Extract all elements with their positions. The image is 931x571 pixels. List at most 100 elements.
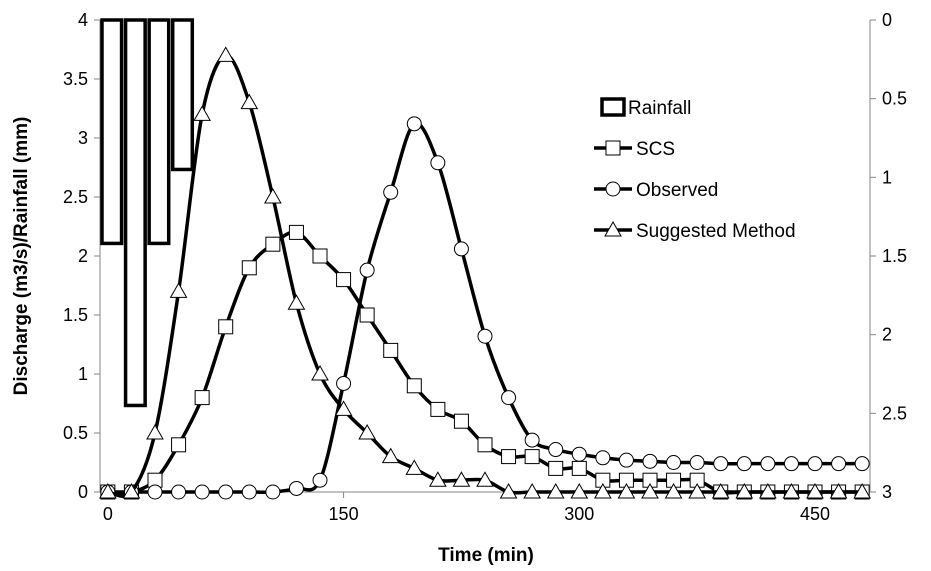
marker-triangle — [358, 423, 377, 440]
marker-circle — [618, 452, 634, 468]
marker-circle — [524, 432, 540, 448]
marker-square — [605, 140, 621, 156]
legend-item-scs: SCS — [594, 139, 675, 160]
marker-circle — [288, 480, 304, 496]
marker-circle — [265, 484, 281, 500]
y-tick-label: 3 — [78, 128, 88, 148]
marker-circle — [477, 328, 493, 344]
marker-square — [359, 307, 375, 323]
x-tick-label: 450 — [800, 504, 830, 524]
marker-circle — [689, 455, 705, 470]
marker-square — [453, 413, 469, 429]
marker-triangle — [334, 400, 353, 416]
axes-group: 0 0.5 1 1.5 2 2.5 3 3.5 4 0 0.5 1 1.5 2 2.5 3 0 150 300 450 — [63, 10, 907, 524]
marker-triangle — [604, 220, 622, 237]
marker-circle — [605, 181, 621, 197]
marker-circle — [241, 484, 257, 500]
marker-triangle — [641, 482, 659, 499]
marker-triangle — [287, 294, 306, 310]
y2-tick-label: 2 — [882, 325, 892, 345]
marker-square — [406, 378, 422, 394]
marker-triangle — [452, 471, 471, 487]
marker-square — [571, 460, 587, 476]
marker-triangle — [122, 482, 141, 499]
y-tick-label: 4 — [78, 10, 88, 30]
marker-circle — [642, 453, 658, 469]
marker-square — [501, 449, 517, 465]
legend-item-suggested-method: Suggested Method — [594, 220, 796, 242]
marker-triangle — [546, 482, 565, 499]
marker-triangle — [688, 482, 707, 499]
marker-triangle — [311, 364, 329, 381]
marker-triangle — [806, 482, 824, 499]
y2-tick-label: 2.5 — [882, 403, 907, 423]
series-line-observed — [107, 121, 863, 494]
marker-triangle — [523, 482, 542, 499]
rainfall-bar — [100, 18, 124, 246]
marker-triangle — [758, 482, 777, 499]
series-line-scs — [107, 230, 863, 495]
y-tick-label: 0 — [78, 482, 88, 502]
marker-triangle — [499, 482, 518, 499]
marker-triangle — [711, 482, 730, 499]
marker-circle — [147, 484, 163, 500]
rainfall-bar — [123, 18, 147, 408]
marker-square — [477, 437, 493, 453]
y-tick-label: 1.5 — [63, 305, 88, 325]
marker-triangle — [240, 93, 259, 110]
marker-triangle — [476, 471, 494, 487]
marker-circle — [501, 390, 517, 406]
marker-circle — [666, 455, 682, 470]
marker-triangle — [570, 482, 589, 499]
y-axis-title: Discharge (m3/s)/Rainfall (mm) — [11, 117, 32, 396]
y2-tick-label: 0 — [882, 10, 892, 30]
rainfall-bar — [170, 18, 195, 172]
marker-triangle — [146, 423, 164, 440]
series-line-suggested-method — [107, 53, 863, 498]
marker-circle — [218, 484, 234, 500]
marker-triangle — [593, 482, 612, 499]
legend-rainfall-swatch — [600, 97, 626, 117]
legend-label-scs: SCS — [636, 139, 675, 160]
marker-triangle — [664, 482, 683, 499]
marker-circle — [783, 456, 799, 472]
marker-circle — [453, 241, 469, 257]
marker-square — [336, 272, 352, 288]
marker-square — [241, 260, 257, 276]
legend-item-rainfall: Rainfall — [600, 97, 691, 119]
legend-label-suggested-method: Suggested Method — [636, 221, 796, 242]
marker-circle — [713, 456, 729, 472]
y-tick-label: 1 — [78, 364, 88, 384]
marker-circle — [807, 456, 823, 472]
marker-triangle — [169, 282, 188, 298]
marker-square — [548, 460, 564, 476]
marker-circle — [736, 456, 752, 472]
marker-circle — [831, 456, 847, 472]
marker-triangle — [428, 471, 447, 487]
y-tick-label: 3.5 — [63, 69, 88, 89]
marker-circle — [595, 450, 611, 466]
y-tick-label: 2.5 — [63, 187, 88, 207]
legend-label-observed: Observed — [636, 180, 718, 201]
marker-circle — [406, 116, 422, 132]
marker-triangle — [98, 482, 117, 499]
legend-label-rainfall: Rainfall — [628, 98, 691, 119]
series-suggested-method — [98, 46, 872, 499]
marker-circle — [854, 456, 870, 472]
marker-square — [430, 401, 446, 417]
marker-circle — [760, 456, 776, 472]
marker-triangle — [193, 105, 212, 121]
marker-triangle — [782, 482, 801, 499]
marker-triangle — [216, 46, 235, 62]
marker-triangle — [381, 447, 400, 464]
y2-tick-label: 1.5 — [882, 246, 907, 266]
marker-circle — [548, 442, 564, 458]
marker-square — [194, 390, 210, 406]
marker-circle — [171, 484, 187, 500]
marker-circle — [194, 484, 210, 500]
x-axis-title: Time (min) — [438, 545, 534, 566]
marker-triangle — [829, 482, 848, 499]
marker-square — [218, 319, 234, 335]
marker-square — [312, 248, 328, 264]
